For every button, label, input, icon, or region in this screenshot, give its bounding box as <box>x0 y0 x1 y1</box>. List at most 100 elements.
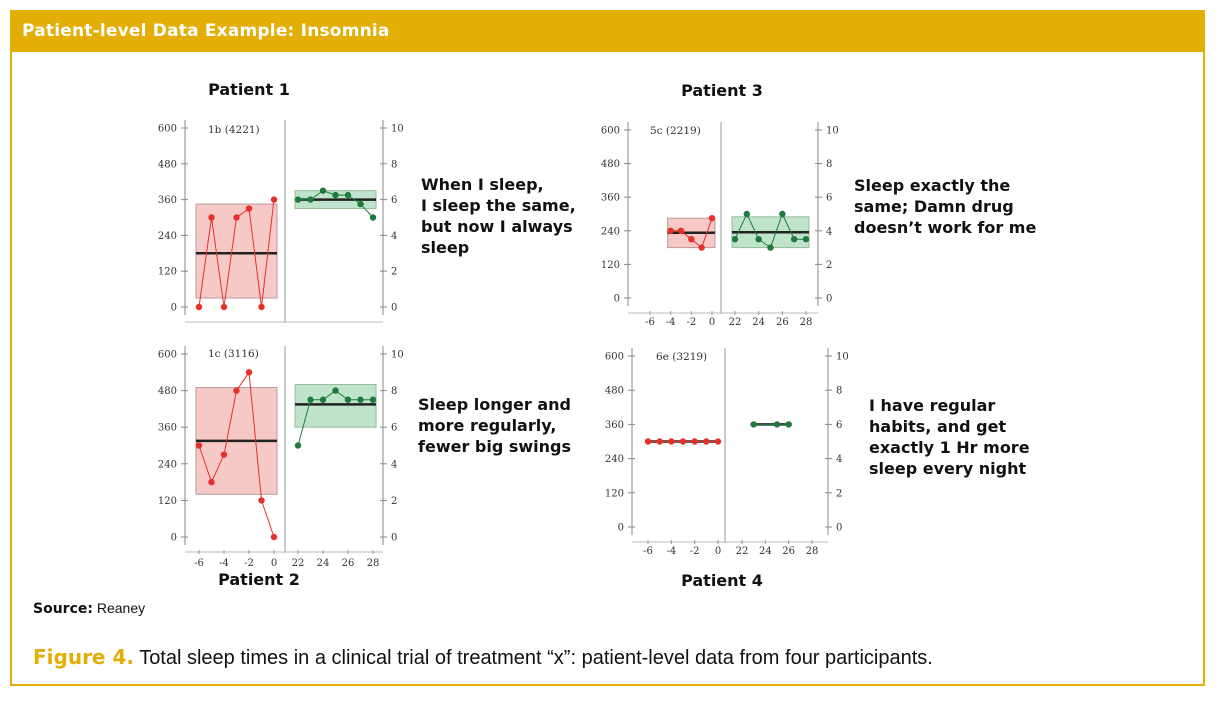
x-tick-label: -6 <box>645 317 655 328</box>
right-y-tick-label: 10 <box>836 352 849 363</box>
left-y-tick-label: 360 <box>158 423 177 434</box>
x-tick-label: 28 <box>367 558 380 569</box>
baseline-point <box>245 369 253 376</box>
treatment-point <box>369 396 377 403</box>
patient-comment-line: sleep <box>421 238 469 257</box>
x-tick-label: 24 <box>759 546 772 557</box>
treatment-point <box>773 421 781 428</box>
x-tick-label: 26 <box>782 546 795 557</box>
x-tick-label: 22 <box>292 558 305 569</box>
panel-code: 5c (2219) <box>650 125 701 137</box>
baseline-point <box>679 438 687 445</box>
baseline-point <box>270 196 278 203</box>
left-y-tick-label: 600 <box>158 350 177 361</box>
right-y-tick-label: 0 <box>836 523 842 534</box>
left-y-tick-label: 0 <box>618 523 624 534</box>
patient-comment-line: but now I always <box>421 217 573 236</box>
baseline-point <box>698 244 705 251</box>
left-y-tick-label: 480 <box>158 386 177 397</box>
right-y-tick-label: 8 <box>391 159 397 170</box>
right-y-tick-label: 4 <box>826 226 832 237</box>
baseline-point <box>195 442 203 449</box>
treatment-point <box>307 396 314 403</box>
baseline-point <box>233 387 240 394</box>
baseline-point <box>220 303 228 311</box>
source-label: Source: <box>33 601 93 617</box>
panel-code: 6e (3219) <box>656 351 707 363</box>
treatment-point <box>332 387 339 394</box>
patient-label: Patient 2 <box>218 570 300 589</box>
right-y-tick-label: 6 <box>391 423 397 434</box>
treatment-point <box>790 236 798 243</box>
baseline-point <box>233 214 240 221</box>
x-tick-label: 28 <box>800 317 813 328</box>
baseline-point <box>208 214 215 221</box>
page-title: Patient-level Data Example: Insomnia <box>10 10 1205 52</box>
right-y-tick-label: 10 <box>391 124 404 135</box>
right-y-tick-label: 4 <box>391 459 397 470</box>
treatment-point <box>755 236 762 243</box>
left-y-tick-label: 120 <box>601 260 620 271</box>
baseline-point <box>668 438 675 445</box>
right-y-tick-label: 4 <box>391 231 397 242</box>
treatment-point <box>750 421 757 428</box>
source-line: Source: Reaney <box>33 600 145 617</box>
baseline-point <box>270 533 278 541</box>
patient-comment-line: I have regular <box>869 396 995 415</box>
treatment-point <box>344 396 352 403</box>
treatment-point <box>731 236 739 243</box>
baseline-point <box>677 227 685 234</box>
patient-comment-line: doesn’t work for me <box>854 218 1036 237</box>
treatment-point <box>785 421 792 428</box>
patient-comment-line: sleep every night <box>869 459 1026 478</box>
left-y-tick-label: 480 <box>158 159 177 170</box>
x-tick-label: 26 <box>342 558 355 569</box>
baseline-point <box>195 303 203 311</box>
left-y-tick-label: 360 <box>605 420 624 431</box>
left-y-tick-label: 360 <box>601 193 620 204</box>
right-y-tick-label: 2 <box>836 488 842 499</box>
right-y-tick-label: 2 <box>391 496 397 507</box>
x-tick-label: -2 <box>686 317 696 328</box>
baseline-point <box>691 438 698 445</box>
right-y-tick-label: 6 <box>836 420 842 431</box>
x-tick-label: 22 <box>729 317 742 328</box>
right-y-tick-label: 2 <box>391 267 397 278</box>
treatment-point <box>294 442 302 449</box>
patient-comment-line: same; Damn drug <box>854 197 1014 216</box>
right-y-tick-label: 8 <box>826 159 832 170</box>
baseline-point <box>667 227 674 234</box>
panel-code: 1b (4221) <box>208 124 260 136</box>
source-text: Reaney <box>96 600 146 616</box>
baseline-point <box>220 451 228 458</box>
patient-comment-line: Sleep longer and <box>418 395 571 414</box>
left-y-tick-label: 480 <box>605 386 624 397</box>
right-y-tick-label: 6 <box>826 193 832 204</box>
right-y-tick-label: 0 <box>391 303 397 314</box>
baseline-point <box>688 236 695 243</box>
left-y-tick-label: 480 <box>601 159 620 170</box>
baseline-point <box>703 438 710 445</box>
baseline-point <box>258 303 265 311</box>
x-tick-label: 24 <box>752 317 765 328</box>
right-y-tick-label: 6 <box>391 195 397 206</box>
x-tick-label: 0 <box>271 558 277 569</box>
x-tick-label: 22 <box>736 546 749 557</box>
x-tick-label: -4 <box>666 317 676 328</box>
treatment-point <box>357 396 364 403</box>
baseline-point <box>208 478 215 486</box>
x-tick-label: 28 <box>806 546 819 557</box>
figure-frame <box>10 10 1205 686</box>
treatment-point <box>369 214 377 221</box>
figure-caption: Figure 4. Total sleep times in a clinica… <box>33 645 933 670</box>
right-y-tick-label: 4 <box>836 454 842 465</box>
patient-comment-line: exactly 1 Hr more <box>869 438 1030 457</box>
right-y-tick-label: 2 <box>826 260 832 271</box>
left-y-tick-label: 0 <box>614 294 620 305</box>
patient-comment-line: Sleep exactly the <box>854 176 1010 195</box>
baseline-point <box>708 215 716 222</box>
baseline-point <box>656 438 663 445</box>
treatment-point <box>357 200 364 208</box>
right-y-tick-label: 8 <box>836 386 842 397</box>
